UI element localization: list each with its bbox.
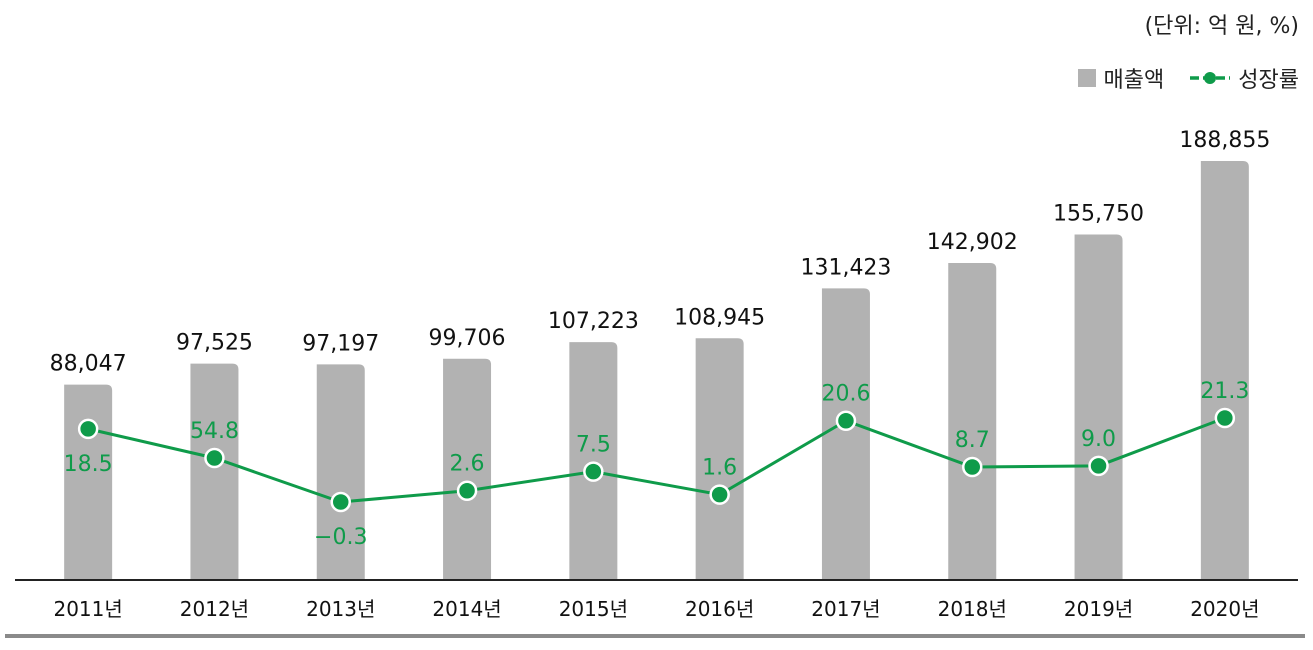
growth-value-label: 9.0 xyxy=(1081,427,1116,452)
growth-value-label: 7.5 xyxy=(576,433,611,458)
bar xyxy=(948,262,997,580)
bar-value-label: 99,706 xyxy=(429,326,506,351)
legend-bar-swatch xyxy=(1077,69,1096,87)
x-tick-label: 2016년 xyxy=(685,597,754,621)
x-tick-label: 2014년 xyxy=(432,597,501,621)
x-tick-label: 2017년 xyxy=(811,597,880,621)
legend-item-sales: 매출액 xyxy=(1077,62,1165,94)
growth-point xyxy=(204,447,225,469)
bar xyxy=(695,338,744,580)
bar-value-label: 108,945 xyxy=(674,305,765,330)
bar xyxy=(443,358,492,580)
growth-point xyxy=(962,456,983,478)
growth-value-label: −0.3 xyxy=(314,525,367,550)
bar xyxy=(821,288,870,580)
bar-value-label: 131,423 xyxy=(800,255,891,280)
growth-value-label: 18.5 xyxy=(64,452,113,477)
growth-point xyxy=(330,491,351,513)
bar xyxy=(1074,234,1123,580)
x-tick-label: 2012년 xyxy=(180,597,249,621)
growth-value-label: 54.8 xyxy=(190,419,239,444)
bar-value-label: 97,525 xyxy=(176,331,253,356)
x-tick-label: 2013년 xyxy=(306,597,375,621)
bar xyxy=(316,364,365,580)
x-tick-label: 2011년 xyxy=(53,597,122,621)
growth-point xyxy=(456,480,478,501)
bar xyxy=(569,342,618,580)
bar-value-label: 155,750 xyxy=(1053,201,1144,226)
legend-item-growth: 성장률 xyxy=(1190,62,1299,94)
growth-value-label: 1.6 xyxy=(702,456,737,481)
x-tick-label: 2015년 xyxy=(559,597,628,621)
bar-value-label: 188,855 xyxy=(1179,128,1270,153)
bar xyxy=(1200,161,1249,580)
growth-value-label: 2.6 xyxy=(450,452,485,477)
x-tick-label: 2019년 xyxy=(1064,597,1133,621)
growth-point xyxy=(835,410,857,431)
bar-value-label: 142,902 xyxy=(927,230,1018,255)
x-tick-label: 2018년 xyxy=(938,597,1007,621)
bar-value-label: 97,197 xyxy=(302,331,379,356)
bar xyxy=(190,363,239,580)
legend-line-label: 성장률 xyxy=(1238,68,1299,93)
growth-point xyxy=(1088,455,1109,477)
growth-point xyxy=(1214,407,1236,429)
growth-value-label: 20.6 xyxy=(821,382,870,407)
x-tick-label: 2020년 xyxy=(1190,597,1259,621)
unit-label: (단위: 억 원, %) xyxy=(1144,14,1299,39)
growth-line xyxy=(87,416,1226,504)
growth-point xyxy=(583,461,604,482)
bar-value-label: 88,047 xyxy=(50,352,127,377)
growth-point xyxy=(77,418,99,440)
bar xyxy=(64,384,113,580)
chart-legend: 매출액 성장률 xyxy=(1052,62,1299,94)
legend-line-swatch xyxy=(1190,72,1231,84)
growth-point xyxy=(709,484,730,505)
legend-bar-label: 매출액 xyxy=(1103,68,1165,93)
bar-value-label: 107,223 xyxy=(548,309,639,334)
growth-value-label: 21.3 xyxy=(1200,379,1249,404)
growth-value-label: 8.7 xyxy=(955,428,990,453)
